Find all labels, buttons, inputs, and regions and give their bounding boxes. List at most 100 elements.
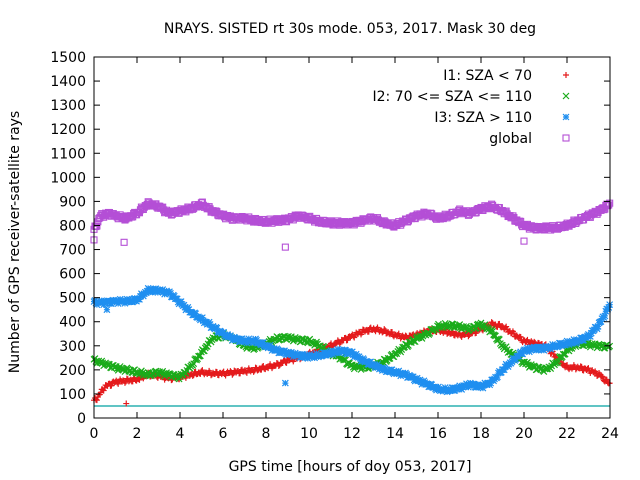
data-point <box>351 334 358 341</box>
data-point <box>348 348 356 356</box>
x-tick-label: 4 <box>176 426 185 442</box>
y-tick-label: 1500 <box>50 50 86 66</box>
series-i3 <box>90 284 614 396</box>
data-point <box>167 289 174 297</box>
data-point <box>598 373 605 380</box>
chart-title: NRAYS. SISTED rt 30s mode. 053, 2017. Ma… <box>164 21 536 37</box>
data-point <box>561 341 569 349</box>
data-point <box>593 325 601 333</box>
data-point <box>508 358 516 366</box>
x-tick-label: 20 <box>515 426 533 442</box>
data-point <box>131 294 139 302</box>
data-point <box>374 361 381 368</box>
y-tick-label: 500 <box>59 291 86 307</box>
x-tick-label: 2 <box>133 426 142 442</box>
data-point <box>288 351 296 358</box>
data-point <box>250 368 257 375</box>
y-tick-label: 1000 <box>50 170 86 186</box>
data-point <box>388 328 395 335</box>
series-global <box>90 198 614 234</box>
data-point <box>213 369 220 376</box>
data-point <box>500 366 508 374</box>
data-point <box>472 384 480 391</box>
y-tick-label: 0 <box>77 411 86 427</box>
outlier-point <box>281 379 289 387</box>
data-point <box>195 352 202 360</box>
data-point <box>342 346 349 354</box>
x-tick-label: 16 <box>429 426 447 442</box>
data-point <box>199 317 207 325</box>
data-point <box>462 382 469 390</box>
data-point <box>236 338 244 346</box>
data-point <box>403 370 410 378</box>
data-point <box>585 365 592 372</box>
data-point <box>304 354 312 362</box>
data-point <box>411 377 419 385</box>
data-point <box>605 304 613 311</box>
data-point <box>180 301 188 309</box>
y-tick-label: 700 <box>59 243 86 259</box>
data-point <box>571 337 579 345</box>
data-point <box>512 355 520 363</box>
y-tick-label: 300 <box>59 339 86 355</box>
data-point <box>372 364 379 372</box>
data-point <box>597 318 605 326</box>
data-point <box>488 325 496 333</box>
data-point <box>586 333 594 340</box>
data-point <box>601 312 609 320</box>
data-point <box>266 341 274 349</box>
outlier-point <box>103 306 111 314</box>
data-point <box>220 328 228 336</box>
data-point <box>327 347 335 355</box>
data-point <box>554 342 562 350</box>
legend-marker <box>563 72 569 78</box>
y-tick-label: 200 <box>59 363 86 379</box>
data-point <box>100 387 107 394</box>
data-point <box>249 337 257 345</box>
data-point <box>245 335 253 343</box>
x-axis-label: GPS time [hours of doy 053, 2017] <box>229 459 472 475</box>
data-point <box>136 295 143 303</box>
x-tick-label: 6 <box>219 426 228 442</box>
data-point <box>121 379 128 386</box>
data-point <box>432 325 439 333</box>
data-point <box>517 333 524 340</box>
x-tick-label: 24 <box>601 426 619 442</box>
data-point <box>583 334 590 342</box>
data-point <box>417 378 425 386</box>
legend-label: I3: SZA > 110 <box>434 110 532 126</box>
data-point <box>190 372 197 379</box>
data-point <box>281 347 289 355</box>
data-point <box>381 326 388 333</box>
data-point <box>108 382 115 389</box>
data-point <box>603 376 610 383</box>
data-point <box>274 346 282 354</box>
data-point <box>547 345 555 353</box>
data-point <box>495 336 503 344</box>
data-point <box>112 296 120 304</box>
y-tick-label: 600 <box>59 267 86 283</box>
legend-label: global <box>489 131 532 147</box>
x-tick-label: 8 <box>262 426 271 442</box>
data-point <box>139 292 147 300</box>
data-point <box>333 348 341 355</box>
data-point <box>152 285 160 293</box>
data-point <box>605 201 613 209</box>
data-point <box>569 338 577 346</box>
outlier-point <box>123 400 130 407</box>
x-tick-label: 22 <box>558 426 576 442</box>
data-point <box>192 310 200 318</box>
data-point <box>504 363 512 370</box>
data-point <box>456 382 464 390</box>
data-point <box>479 384 487 392</box>
y-tick-label: 1400 <box>50 74 86 90</box>
legend: I1: SZA < 70 I2: 70 <= SZA <= 110 I3: SZA … <box>372 68 570 147</box>
legend-label: I1: SZA < 70 <box>443 68 532 84</box>
data-point <box>379 366 387 374</box>
data-point <box>199 367 206 374</box>
data-point <box>129 378 136 385</box>
data-point <box>494 373 501 381</box>
series-layer <box>90 198 614 407</box>
x-tick-label: 10 <box>300 426 318 442</box>
data-point <box>563 337 571 345</box>
